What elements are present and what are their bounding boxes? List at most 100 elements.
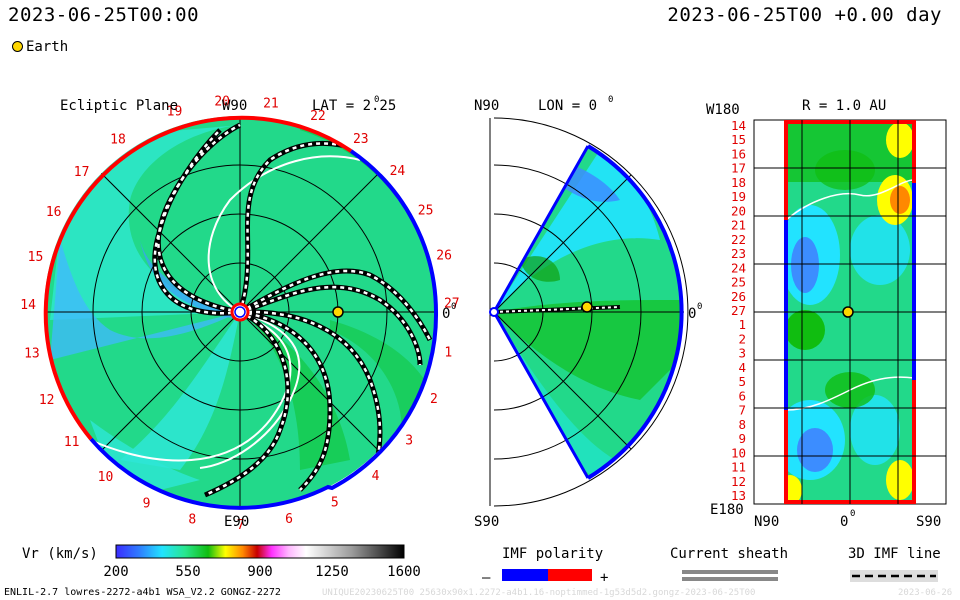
- meridional-title: LON = 0: [538, 98, 597, 114]
- map-bottom-label-n: N90: [754, 514, 779, 530]
- current-sheath-legend: Current sheath: [670, 546, 788, 581]
- map-y-tick: 8: [738, 417, 746, 432]
- map-y-tick: 5: [738, 374, 746, 389]
- colorbar-tick: 1250: [315, 564, 349, 580]
- carrington-label: 20: [214, 95, 230, 110]
- map-y-tick: 24: [731, 260, 746, 275]
- map-y-tick: 10: [731, 445, 746, 460]
- carrington-label: 5: [331, 496, 339, 511]
- timestamp-right: 2023-06-25T00 +0.00 day: [667, 4, 942, 26]
- carrington-label: 13: [24, 347, 40, 362]
- meridional-plane-panel: N90 LON = 0 0 S90 0 0: [474, 95, 702, 530]
- meridional-top-label: N90: [474, 98, 499, 114]
- lat-label: LAT = 2.25: [312, 98, 396, 114]
- carrington-label: 3: [405, 434, 413, 449]
- earth-marker-ecliptic: [332, 306, 344, 318]
- carrington-label: 21: [263, 96, 279, 111]
- map-y-tick: 3: [738, 346, 746, 361]
- svg-text:0: 0: [697, 302, 702, 312]
- map-y-tick: 20: [731, 203, 746, 218]
- colorbar-tick: 550: [175, 564, 200, 580]
- earth-marker-map: [842, 306, 854, 318]
- map-y-tick: 1: [738, 317, 746, 332]
- timestamp-left: 2023-06-25T00:00: [8, 4, 200, 26]
- carrington-label: 27: [444, 297, 460, 312]
- carrington-label: 6: [285, 512, 293, 527]
- map-y-tick: 18: [731, 175, 746, 190]
- map-y-tick: 13: [731, 488, 746, 503]
- imf-minus-label: –: [482, 570, 491, 586]
- meridional-right-label: 0: [688, 306, 696, 322]
- current-sheath-title: Current sheath: [670, 546, 788, 562]
- map-y-tick: 26: [731, 289, 746, 304]
- map-y-tick: 16: [731, 147, 746, 162]
- colorbar-tick: 900: [247, 564, 272, 580]
- imf-line-legend: 3D IMF line: [848, 546, 941, 582]
- carrington-label: 22: [310, 109, 326, 124]
- imf-polarity-title: IMF polarity: [502, 546, 603, 562]
- map-y-tick: 27: [731, 303, 746, 318]
- map-y-tick: 11: [731, 460, 746, 475]
- map-y-tick: 22: [731, 232, 746, 247]
- carrington-label: 26: [436, 249, 452, 264]
- map-grid: [754, 120, 946, 504]
- svg-text:0: 0: [608, 95, 613, 105]
- svg-text:0: 0: [451, 302, 456, 312]
- imf-line-title: 3D IMF line: [848, 546, 941, 562]
- carrington-label: 18: [110, 133, 126, 148]
- colorbar-gradient: [115, 544, 405, 559]
- map-y-tick: 9: [738, 431, 746, 446]
- carrington-label: 25: [418, 204, 434, 219]
- imf-negative-swatch: [502, 569, 548, 581]
- map-y-tick: 15: [731, 132, 746, 147]
- imf-positive-swatch: [548, 569, 592, 581]
- carrington-label: 17: [74, 165, 90, 180]
- ecliptic-title: Ecliptic Plane: [60, 98, 178, 114]
- meridional-grid: [489, 117, 689, 507]
- carrington-label: 8: [188, 513, 196, 528]
- map-1au-panel: 1415161718192021222324252627123456789101…: [706, 98, 947, 530]
- earth-legend: Earth: [12, 39, 68, 55]
- earth-marker-meridional: [581, 301, 593, 313]
- run-date: 2023-06-26: [898, 588, 953, 598]
- colorbar-label: Vr (km/s): [22, 546, 98, 562]
- ecliptic-top-label: W90: [222, 98, 247, 114]
- ecliptic-right-label: 0: [442, 306, 450, 322]
- carrington-label: 19: [167, 104, 183, 119]
- imf-spiral-lines: [152, 122, 433, 498]
- lat-degree-mark: 0: [374, 95, 379, 105]
- colorbar-tick: 200: [103, 564, 128, 580]
- svg-text:0: 0: [850, 509, 855, 519]
- ecliptic-bottom-label: E90: [224, 514, 249, 530]
- carrington-label: 14: [20, 298, 36, 313]
- map-y-tick: 25: [731, 275, 746, 290]
- meridional-bottom-label: S90: [474, 514, 499, 530]
- map-y-tick: 23: [731, 246, 746, 261]
- map-y-tick: 21: [731, 218, 746, 233]
- carrington-label: 10: [98, 470, 114, 485]
- map-bottom-label-s: S90: [916, 514, 941, 530]
- sector-arc-negative: [89, 149, 439, 510]
- map-y-tick: 6: [738, 388, 746, 403]
- map-y-tick: 7: [738, 403, 746, 418]
- colorbar-tick: 1600: [387, 564, 421, 580]
- carrington-label: 4: [372, 469, 380, 484]
- map-y-tick: 4: [738, 360, 746, 375]
- carrington-label: 15: [28, 250, 44, 265]
- model-info: ENLIL-2.7 lowres-2272-a4b1 WSA_V2.2 GONG…: [4, 587, 281, 598]
- sector-arc-positive: [43, 115, 353, 441]
- earth-legend-label: Earth: [26, 39, 69, 55]
- imf-polarity-legend: IMF polarity – +: [482, 546, 608, 586]
- map-y-tick: 19: [731, 189, 746, 204]
- map-y-tick: 2: [738, 332, 746, 347]
- map-bottom-label-0: 0: [840, 514, 848, 530]
- carrington-label: 12: [39, 393, 55, 408]
- carrington-label: 11: [64, 435, 80, 450]
- map-y-tick-labels: 1415161718192021222324252627123456789101…: [731, 118, 746, 503]
- carrington-label: 7: [237, 518, 245, 533]
- carrington-label: 23: [353, 132, 369, 147]
- earth-marker-icon: [12, 41, 23, 52]
